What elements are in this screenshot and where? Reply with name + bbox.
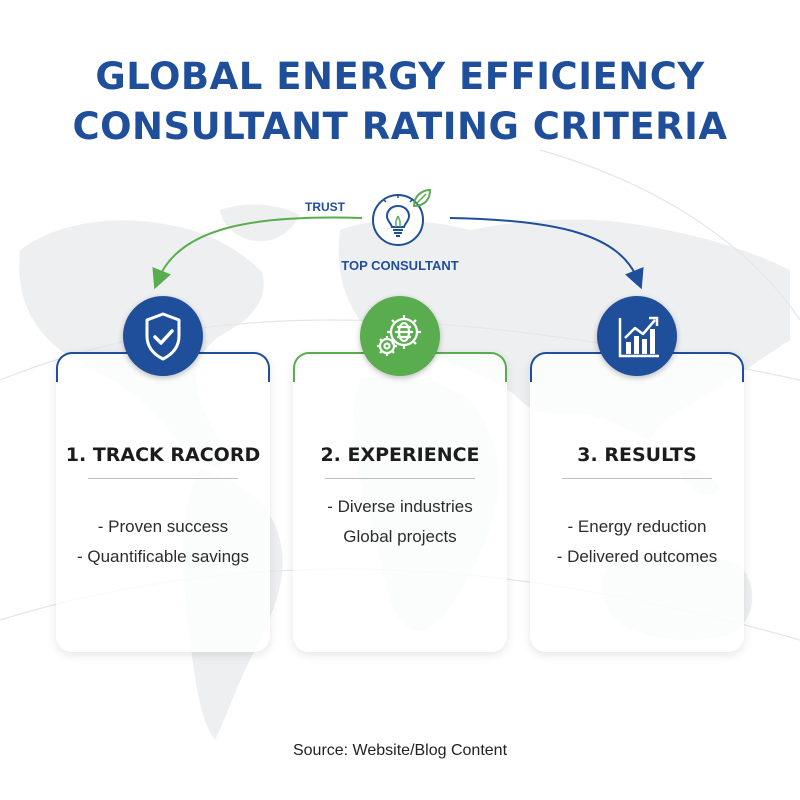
card-title: 3. RESULTS <box>577 444 697 466</box>
card-divider <box>88 478 238 479</box>
card-title: 1. TRACK RACORD <box>65 444 261 466</box>
list-item: - Delivered outcomes <box>556 547 718 566</box>
source-caption: Source: Website/Blog Content <box>292 742 508 759</box>
card-list: - Energy reduction - Delivered outcomes <box>530 512 744 572</box>
card-badge <box>597 296 677 376</box>
shield-check-icon <box>145 312 181 361</box>
title-line-1: GLOBAL ENERGY EFFICIENCY <box>95 55 705 98</box>
results-arrow <box>449 217 644 290</box>
list-item: - Energy reduction <box>567 517 707 536</box>
bar-chart-growth-icon <box>618 316 659 358</box>
card-badge <box>360 296 440 376</box>
page-title: GLOBAL ENERGY EFFICIENCY CONSULTANT RATI… <box>0 52 800 152</box>
criteria-card-results: 3. RESULTS - Energy reduction - Delivere… <box>530 296 744 652</box>
gears-globe-icon <box>377 315 421 356</box>
list-item: Global projects <box>343 527 457 546</box>
list-item: - Quantificable savings <box>77 547 249 566</box>
title-line-2: CONSULTANT RATING CRITERIA <box>72 105 728 148</box>
trust-label: TRUST <box>305 200 345 214</box>
card-list: - Proven success - Quantificable savings <box>56 512 270 572</box>
trust-arrow <box>152 216 363 290</box>
criteria-card-experience: 2. EXPERIENCE - Diverse industries Globa… <box>293 296 507 652</box>
list-item: - Proven success <box>97 517 229 536</box>
lightbulb-leaf-icon <box>372 188 432 246</box>
card-divider <box>562 478 712 479</box>
card-divider <box>325 478 475 479</box>
criteria-card-track-record: 1. TRACK RACORD - Proven success - Quant… <box>56 296 270 652</box>
card-list: - Diverse industries Global projects <box>293 492 507 552</box>
card-badge <box>123 296 203 376</box>
list-item: - Diverse industries <box>327 497 473 516</box>
hub-label: TOP CONSULTANT <box>341 258 459 273</box>
card-title: 2. EXPERIENCE <box>320 444 480 466</box>
